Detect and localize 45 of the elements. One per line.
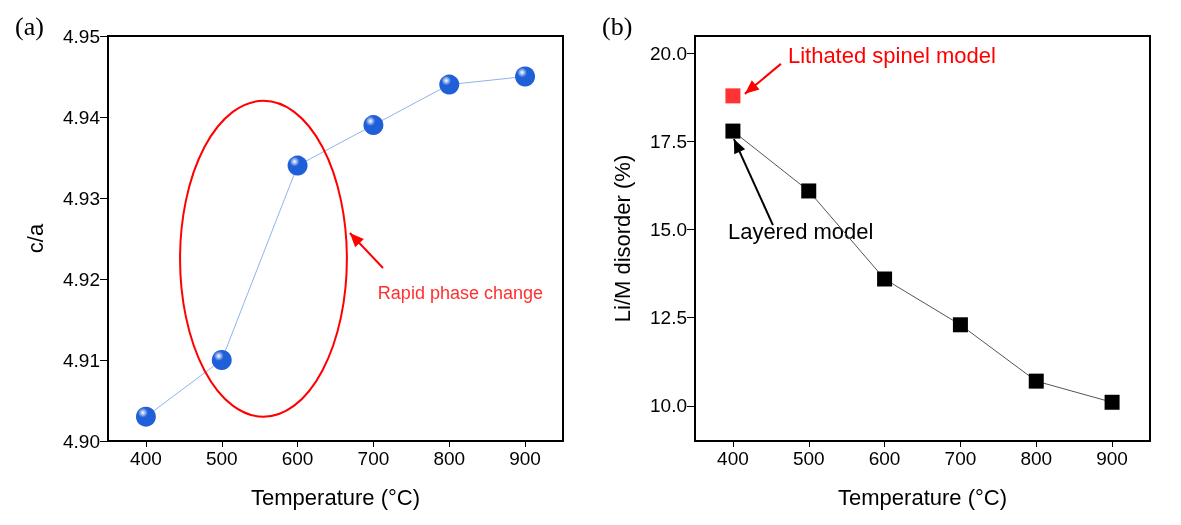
y-tick-label: 17.5 [650,131,687,153]
x-tick-label: 500 [792,448,825,469]
point [877,271,893,287]
point [287,155,308,176]
point [363,115,384,136]
x-tick-label: 600 [868,448,901,469]
y-axis-title: Li/M disorder (%) [609,154,635,323]
y-tick-label: 4.92 [63,268,100,290]
chart-title: (a) [15,11,44,41]
y-tick-label: 4.90 [63,430,100,452]
x-tick-label: 700 [944,448,977,469]
point [1104,394,1120,410]
annotation: Layered model [727,218,874,244]
point [515,66,536,87]
x-tick-label: 500 [205,448,238,469]
x-axis-title: Temperature (°C) [251,484,420,510]
point [952,317,968,333]
y-tick-label: 20.0 [650,43,687,65]
point [211,350,232,370]
point [801,183,817,199]
x-tick-label: 600 [281,448,314,469]
x-tick-label: 400 [717,448,749,469]
point [1028,373,1044,389]
annotation: Rapid phase change [377,283,543,303]
x-tick-label: 800 [433,448,466,469]
x-axis-title: Temperature (°C) [838,484,1007,510]
chart-title: (b) [602,11,633,41]
point [725,123,741,139]
x-tick-label: 900 [1096,448,1128,469]
x-tick-label: 700 [357,448,390,469]
x-tick-label: 800 [1020,448,1053,469]
y-tick-label: 4.94 [63,106,101,128]
y-tick-label: 12.5 [650,307,687,329]
y-tick-label: 4.95 [63,25,100,47]
y-tick-label: 4.93 [63,187,100,209]
point [725,88,741,104]
y-tick-label: 15.0 [650,219,687,241]
x-tick-label: 400 [130,448,162,469]
annotation: Lithated spinel model [787,43,996,69]
y-tick-label: 4.91 [63,349,100,371]
point [439,74,460,95]
y-tick-label: 10.0 [650,395,687,417]
y-axis-title: c/a [22,223,48,254]
x-tick-label: 900 [509,448,541,469]
point [135,406,156,427]
